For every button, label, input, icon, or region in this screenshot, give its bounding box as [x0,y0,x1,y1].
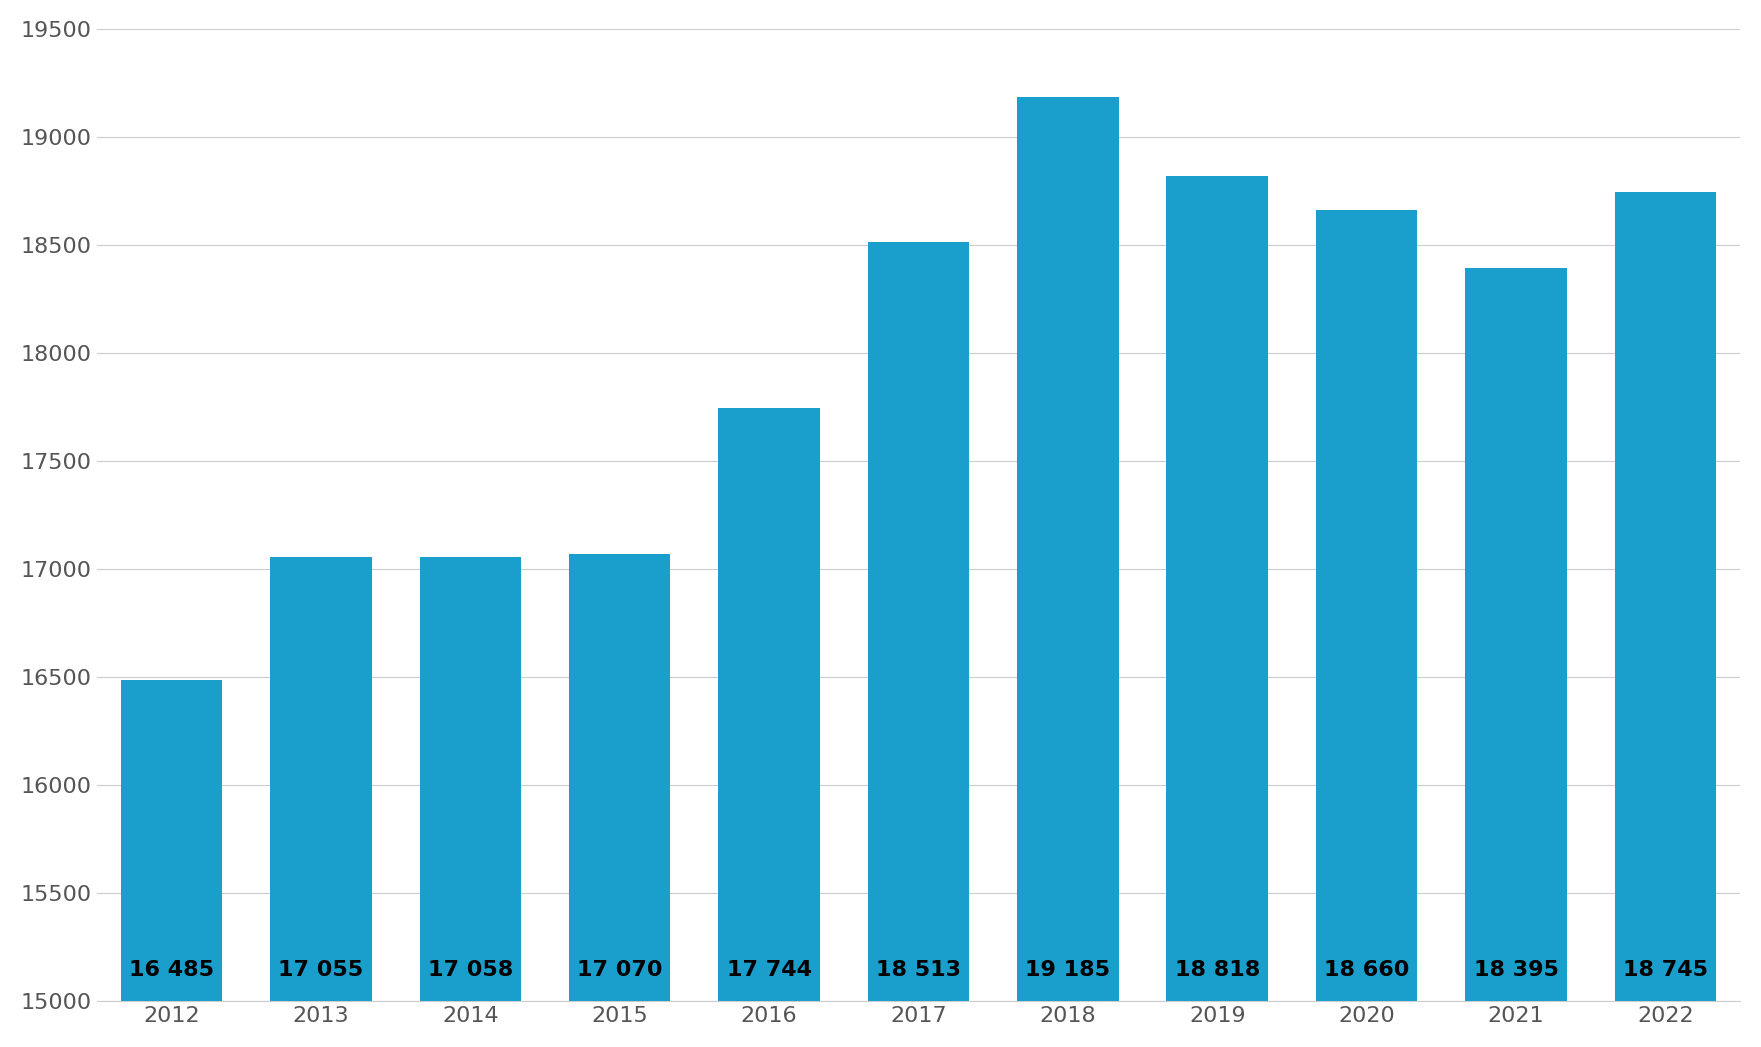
Bar [269,557,372,1001]
Bar [868,242,969,1001]
Text: 18 513: 18 513 [875,960,962,980]
Text: 19 185: 19 185 [1025,960,1111,980]
Bar [1615,192,1717,1001]
Bar [1166,176,1268,1001]
Text: 17 744: 17 744 [727,960,812,980]
Bar [1465,268,1567,1001]
Bar [718,408,821,1001]
Bar [1018,97,1118,1001]
Bar [569,554,671,1001]
Text: 17 058: 17 058 [428,960,512,980]
Bar [122,681,222,1001]
Bar [419,557,521,1001]
Text: 18 818: 18 818 [1175,960,1259,980]
Bar [1315,210,1418,1001]
Text: 16 485: 16 485 [129,960,215,980]
Text: 17 070: 17 070 [578,960,662,980]
Text: 18 660: 18 660 [1324,960,1409,980]
Text: 17 055: 17 055 [278,960,363,980]
Text: 18 745: 18 745 [1624,960,1708,980]
Text: 18 395: 18 395 [1474,960,1558,980]
